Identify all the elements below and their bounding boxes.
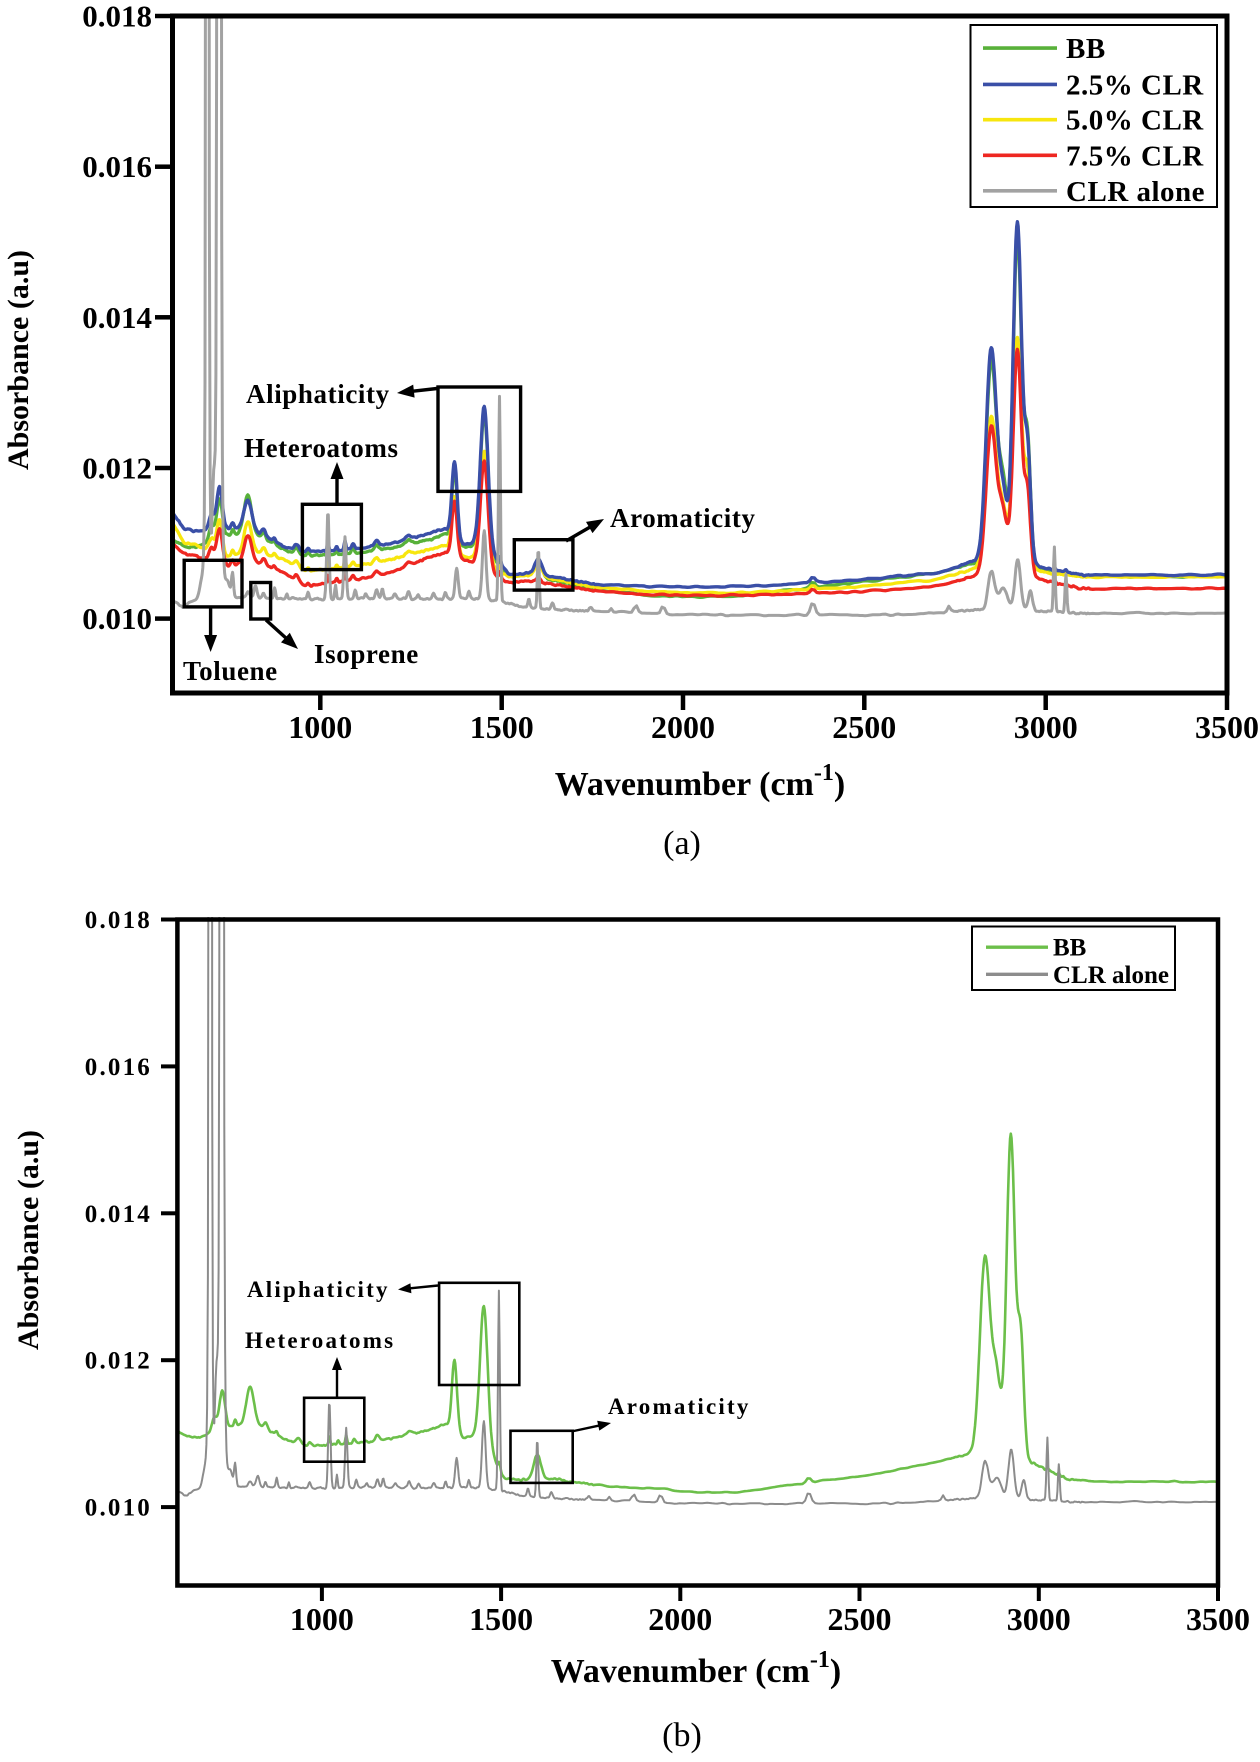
svg-text:0.012: 0.012	[85, 1348, 152, 1375]
svg-text:2500: 2500	[832, 709, 896, 745]
svg-text:0.010: 0.010	[82, 601, 152, 636]
svg-text:2000: 2000	[648, 1601, 712, 1637]
svg-text:Wavenumber (cm-1): Wavenumber (cm-1)	[555, 760, 845, 803]
svg-text:CLR alone: CLR alone	[1066, 176, 1205, 208]
svg-text:7.5% CLR: 7.5% CLR	[1066, 140, 1204, 172]
svg-text:Aliphaticity: Aliphaticity	[247, 1277, 390, 1302]
svg-text:2500: 2500	[828, 1601, 892, 1637]
svg-text:3000: 3000	[1014, 709, 1078, 745]
svg-text:1500: 1500	[469, 1601, 533, 1637]
svg-text:Heteroatoms: Heteroatoms	[245, 1328, 395, 1353]
svg-text:0.016: 0.016	[85, 1054, 152, 1081]
svg-text:Aliphaticity: Aliphaticity	[246, 379, 390, 409]
svg-text:1000: 1000	[290, 1601, 354, 1637]
svg-text:5.0% CLR: 5.0% CLR	[1066, 105, 1204, 137]
svg-text:CLR alone: CLR alone	[1053, 962, 1169, 989]
svg-text:0.010: 0.010	[85, 1495, 152, 1522]
svg-text:2.5% CLR: 2.5% CLR	[1066, 69, 1204, 101]
svg-text:2000: 2000	[651, 709, 715, 745]
svg-text:0.014: 0.014	[82, 300, 152, 335]
svg-text:0.018: 0.018	[85, 907, 152, 934]
svg-text:1500: 1500	[470, 709, 534, 745]
svg-text:BB: BB	[1066, 33, 1106, 65]
svg-text:Toluene: Toluene	[183, 656, 278, 686]
svg-text:0.018: 0.018	[82, 0, 152, 34]
svg-text:Aromaticity: Aromaticity	[608, 1394, 751, 1419]
svg-text:Aromaticity: Aromaticity	[610, 503, 756, 533]
svg-text:3500: 3500	[1195, 709, 1259, 745]
svg-text:(a): (a)	[663, 825, 701, 862]
svg-text:3500: 3500	[1186, 1601, 1250, 1637]
svg-text:Wavenumber (cm-1): Wavenumber (cm-1)	[551, 1647, 841, 1690]
svg-text:0.012: 0.012	[82, 451, 152, 486]
svg-text:Isoprene: Isoprene	[314, 639, 419, 669]
svg-text:Absorbance (a.u): Absorbance (a.u)	[2, 250, 35, 470]
svg-text:(b): (b)	[662, 1717, 702, 1754]
svg-text:1000: 1000	[288, 709, 352, 745]
svg-text:Absorbance (a.u): Absorbance (a.u)	[12, 1130, 45, 1350]
svg-text:0.014: 0.014	[85, 1201, 152, 1228]
svg-text:Heteroatoms: Heteroatoms	[244, 433, 399, 463]
svg-text:0.016: 0.016	[82, 149, 152, 184]
svg-text:BB: BB	[1053, 935, 1086, 962]
svg-text:3000: 3000	[1007, 1601, 1071, 1637]
